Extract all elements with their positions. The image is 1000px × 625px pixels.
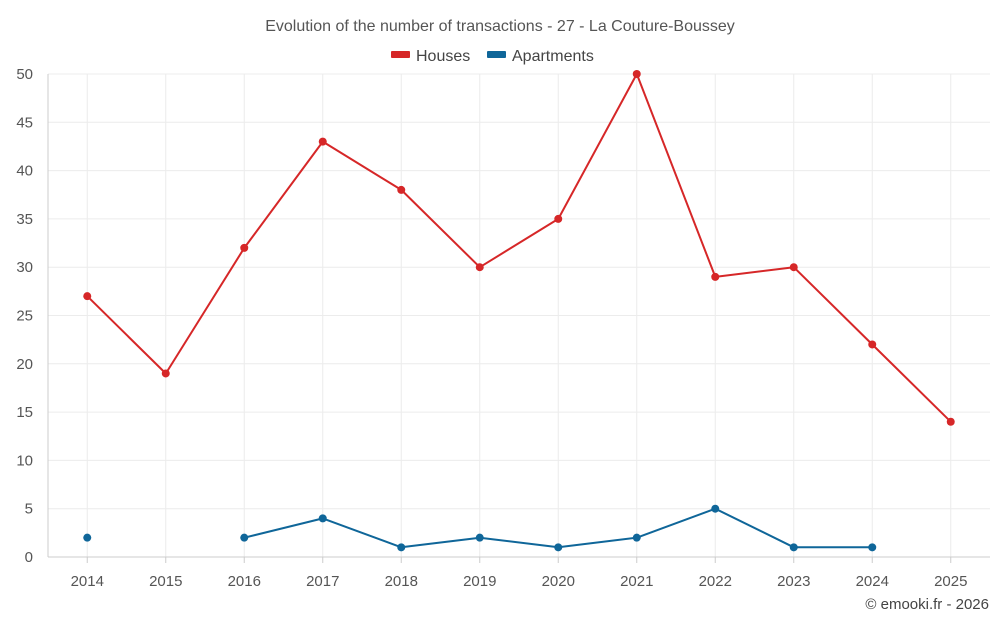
- gridlines: [48, 73, 990, 557]
- data-point-apartments-2022[interactable]: [711, 504, 720, 513]
- data-point-apartments-2016[interactable]: [240, 533, 249, 542]
- legend-swatch-houses: [391, 51, 410, 58]
- y-tick-label: 40: [16, 163, 33, 180]
- data-point-houses-2018[interactable]: [397, 185, 406, 194]
- y-tick-label: 10: [16, 452, 33, 469]
- series-line-houses: [86, 73, 952, 423]
- series: [83, 70, 955, 552]
- y-tick-label: 15: [16, 404, 33, 421]
- data-point-houses-2021[interactable]: [632, 70, 641, 78]
- y-tick-label: 45: [16, 114, 33, 131]
- x-tick-label: 2017: [306, 573, 339, 590]
- x-tick-label: 2020: [542, 573, 575, 590]
- copyright-footer: © emooki.fr - 2026: [865, 596, 989, 613]
- data-point-apartments-2021[interactable]: [632, 533, 641, 542]
- x-tick-label: 2018: [385, 573, 418, 590]
- data-point-apartments-2019[interactable]: [475, 533, 484, 542]
- x-tick-label: 2022: [699, 573, 732, 590]
- x-axis-ticks: 2014 2015 2016 2017 2018 2019 2020 2021 2022 2023…: [71, 573, 968, 590]
- data-point-houses-2019[interactable]: [475, 263, 484, 272]
- x-tick-label: 2021: [620, 573, 653, 590]
- axes: [47, 74, 990, 563]
- y-tick-label: 0: [25, 549, 33, 566]
- data-point-houses-2022[interactable]: [711, 272, 720, 281]
- legend-label-apartments: Apartments: [512, 48, 594, 65]
- legend-item-houses[interactable]: Houses: [391, 48, 470, 65]
- data-point-apartments-2023[interactable]: [789, 543, 798, 552]
- data-point-apartments-2024[interactable]: [868, 543, 877, 552]
- legend: Houses Apartments: [391, 48, 594, 65]
- y-tick-label: 5: [25, 501, 33, 518]
- data-point-apartments-2017[interactable]: [318, 514, 327, 523]
- x-tick-label: 2015: [149, 573, 182, 590]
- data-point-houses-2016[interactable]: [240, 243, 249, 252]
- x-tick-label: 2025: [934, 573, 967, 590]
- y-tick-label: 20: [16, 356, 33, 373]
- x-tick-label: 2014: [71, 573, 104, 590]
- chart-title: Evolution of the number of transactions …: [265, 18, 735, 35]
- legend-item-apartments[interactable]: Apartments: [487, 48, 594, 65]
- data-point-apartments-2014[interactable]: [83, 533, 92, 542]
- legend-swatch-apartments: [487, 51, 506, 58]
- y-tick-label: 35: [16, 211, 33, 228]
- data-point-houses-2015[interactable]: [161, 369, 170, 378]
- y-tick-label: 50: [16, 66, 33, 83]
- data-point-apartments-2018[interactable]: [397, 543, 406, 552]
- data-point-houses-2025[interactable]: [946, 417, 955, 426]
- data-point-apartments-2020[interactable]: [554, 543, 563, 552]
- data-point-houses-2014[interactable]: [83, 292, 92, 301]
- data-point-houses-2017[interactable]: [318, 137, 327, 146]
- x-tick-label: 2024: [856, 573, 889, 590]
- data-point-houses-2020[interactable]: [554, 214, 563, 223]
- legend-label-houses: Houses: [416, 48, 470, 65]
- y-axis-ticks: 0 5 10 15 20 25 30 35 40 45 50: [16, 66, 33, 566]
- x-tick-label: 2016: [228, 573, 261, 590]
- y-tick-label: 25: [16, 308, 33, 325]
- data-point-houses-2024[interactable]: [868, 340, 877, 349]
- y-tick-label: 30: [16, 259, 33, 276]
- data-point-houses-2023[interactable]: [789, 263, 798, 272]
- x-tick-label: 2019: [463, 573, 496, 590]
- x-tick-label: 2023: [777, 573, 810, 590]
